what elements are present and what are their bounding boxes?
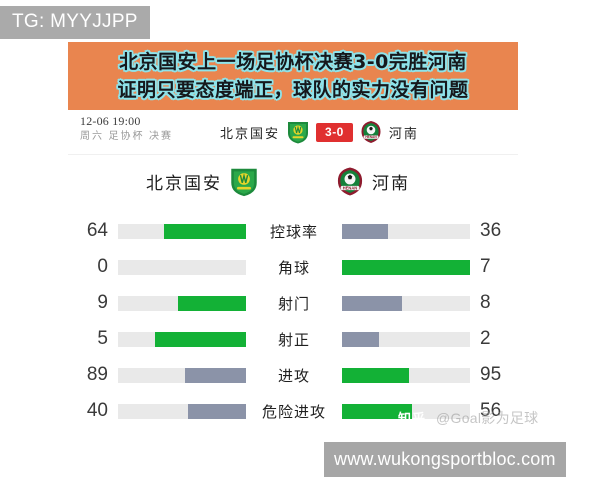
- stat-left-bar-fill: [164, 223, 246, 239]
- headline-banner: 北京国安上一场足协杯决赛3-0完胜河南 证明只要态度端正，球队的实力没有问题: [68, 42, 518, 110]
- stat-right-bar-fill: [342, 367, 409, 383]
- stat-label: 角球: [277, 260, 310, 277]
- stat-right-bar: [342, 403, 470, 419]
- match-scoreline: 北京国安 3-0 HENAN: [220, 110, 419, 154]
- stat-left-bar-fill: [178, 295, 246, 311]
- stat-right-bar-fill: [342, 331, 380, 347]
- stat-right-value: 2: [480, 328, 491, 349]
- stat-right-bar-fill: [342, 223, 389, 239]
- stat-label: 射门: [277, 296, 310, 313]
- stat-label: 射正: [277, 332, 310, 349]
- stat-right-bar-fill: [342, 295, 403, 311]
- watermark-site-url: www.wukongsportbloc.com: [324, 442, 566, 477]
- match-stats-card: 12-06 19:00 周六 足协杯 决赛 北京国安 3-0: [68, 110, 518, 470]
- stat-label: 危险进攻: [261, 404, 326, 421]
- stat-label: 进攻: [277, 368, 310, 385]
- stat-row: 5 射正 2: [68, 321, 518, 357]
- svg-text:HENAN: HENAN: [365, 135, 377, 139]
- stat-left-bar: [118, 403, 246, 419]
- stat-label: 控球率: [269, 224, 318, 241]
- stat-left-bar-fill: [155, 331, 246, 347]
- header-home-team-name: 北京国安: [220, 125, 281, 141]
- stat-left-value: 9: [97, 292, 108, 313]
- home-team-name: 北京国安: [146, 173, 222, 193]
- stat-row: 9 射门 8: [68, 285, 518, 321]
- stat-right-value: 56: [480, 400, 502, 421]
- stat-right-bar: [342, 223, 470, 239]
- stat-right-bar: [342, 259, 470, 275]
- stat-left-value: 89: [86, 364, 108, 385]
- match-datetime: 12-06 19:00 周六 足协杯 决赛: [80, 114, 173, 144]
- stat-left-bar: [118, 295, 246, 311]
- stat-left-bar: [118, 331, 246, 347]
- stat-left-value: 40: [86, 400, 108, 421]
- watermark-zhihu: 知乎: [398, 411, 427, 426]
- guoan-crest-icon: [287, 120, 309, 144]
- stat-left-value: 5: [97, 328, 108, 349]
- stat-right-bar-fill: [342, 403, 413, 419]
- headline-line-1: 北京国安上一场足协杯决赛3-0完胜河南: [119, 51, 467, 73]
- stat-row: 89 进攻 95: [68, 357, 518, 393]
- stat-row: 40 危险进攻 56: [68, 393, 518, 429]
- stat-left-value: 0: [97, 256, 108, 277]
- away-team-name: 河南: [372, 173, 410, 193]
- guoan-crest-icon-large: [230, 166, 258, 197]
- stat-right-value: 95: [480, 364, 502, 385]
- stat-row: 0 角球 7: [68, 249, 518, 285]
- svg-text:HENAN: HENAN: [343, 185, 358, 190]
- telegram-tag: TG: MYYJJPP: [0, 6, 150, 39]
- stat-row: 64 控球率 36: [68, 213, 518, 249]
- stat-left-bar: [118, 259, 246, 275]
- stat-right-bar: [342, 331, 470, 347]
- watermark-account: @Goal影为足球: [436, 410, 539, 426]
- teams-row: 北京国安 HENAN: [68, 155, 518, 207]
- match-date: 12-06 19:00: [80, 114, 141, 128]
- header-away-team-name: 河南: [388, 125, 419, 141]
- home-team-block: 北京国安: [146, 166, 258, 197]
- henan-crest-icon-large: HENAN: [336, 166, 364, 197]
- headline-line-2: 证明只要态度端正，球队的实力没有问题: [117, 79, 469, 101]
- match-round: 周六 足协杯 决赛: [80, 131, 173, 142]
- stat-left-bar-fill: [188, 403, 246, 419]
- stat-left-value: 64: [86, 220, 108, 241]
- match-header[interactable]: 12-06 19:00 周六 足协杯 决赛 北京国安 3-0: [68, 110, 518, 155]
- stat-right-bar: [342, 367, 470, 383]
- stat-left-bar: [118, 367, 246, 383]
- stat-right-value: 36: [480, 220, 502, 241]
- away-team-block: HENAN 河南: [336, 166, 410, 197]
- stat-left-bar: [118, 223, 246, 239]
- stat-left-bar-fill: [184, 367, 246, 383]
- stat-right-value: 8: [480, 292, 491, 313]
- henan-crest-icon: HENAN: [360, 120, 382, 144]
- stat-right-bar-fill: [342, 259, 470, 275]
- stats-list: 64 控球率 36 0 角球 7 9 射门 8 5 射正 2 89 进攻 95 40 危险进攻 56: [68, 207, 518, 429]
- stat-right-value: 7: [480, 256, 491, 277]
- stat-right-bar: [342, 295, 470, 311]
- score-badge: 3-0: [316, 122, 353, 142]
